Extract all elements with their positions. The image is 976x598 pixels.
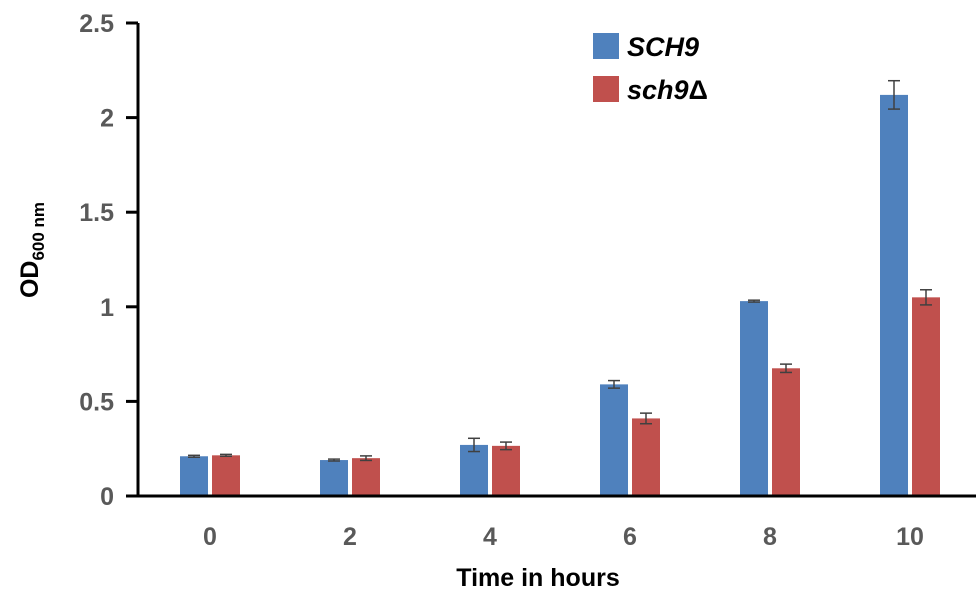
x-tick-label-0: 0 [203,523,217,551]
bar-series-1-8 [740,301,768,496]
y-axis-title-main: OD [16,261,44,299]
bar-series-2-0 [212,455,240,496]
bar-series-1-2 [320,460,348,496]
y-tick-label-0: 0 [100,483,114,511]
x-tick-label-5: 10 [896,523,924,551]
x-tick-label-2: 4 [483,523,497,551]
bar-series-2-2 [352,458,380,496]
bar-series-2-10 [912,297,940,496]
bars-group [180,94,940,496]
x-axis-title: Time in hours [456,564,619,592]
bar-series-1-6 [600,384,628,496]
bar-series-1-10 [880,94,908,496]
legend-label-series-2: sch9Δ [627,75,708,105]
legend-swatch-series-1 [593,33,619,59]
y-tick-label-1: 0.5 [79,388,114,416]
bar-series-2-8 [772,368,800,496]
y-tick-label-5: 2.5 [79,10,114,38]
bar-series-1-4 [460,444,488,496]
x-ticks-group: 0 2 4 6 8 10 [203,523,924,551]
y-ticks-group: 0 0.5 1 1.5 2 2.5 [79,10,138,511]
y-tick-label-2: 1 [100,294,114,322]
bar-series-2-6 [632,418,660,496]
y-axis-title-subscript: 600 nm [29,202,48,261]
x-tick-label-3: 6 [623,523,637,551]
legend-swatch-series-2 [593,76,619,102]
svg-text:OD600 nm: OD600 nm [16,202,48,298]
y-axis-title: OD600 nm [16,202,48,298]
y-tick-label-3: 1.5 [79,199,114,227]
y-tick-label-4: 2 [100,105,114,133]
bar-series-2-4 [492,445,520,496]
legend: SCH9 sch9Δ [593,32,708,105]
bar-series-1-0 [180,456,208,496]
x-tick-label-1: 2 [343,523,357,551]
x-tick-label-4: 8 [763,523,777,551]
error-bars-group [188,79,932,462]
legend-label-series-1: SCH9 [627,32,699,62]
